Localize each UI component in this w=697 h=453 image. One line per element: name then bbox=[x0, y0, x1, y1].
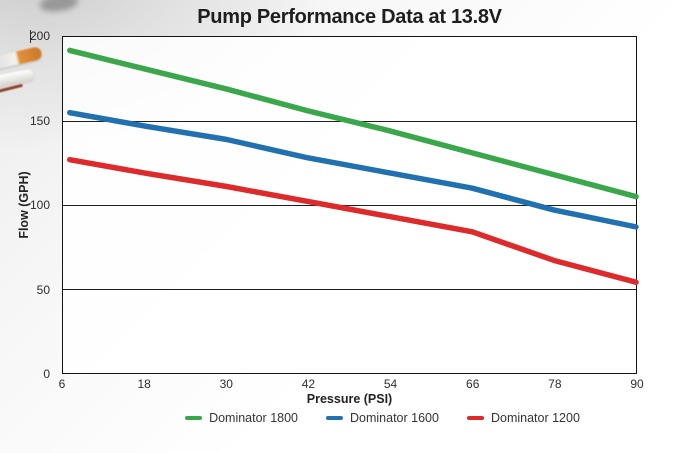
x-axis-tick-label: 42 bbox=[301, 377, 316, 391]
y-axis-tick-label: 200 bbox=[29, 29, 50, 43]
legend-item-dominator-1600: Dominator 1600 bbox=[326, 411, 439, 425]
x-axis-tick-label: 90 bbox=[630, 377, 644, 391]
legend-dash-icon bbox=[185, 415, 203, 421]
series-line-dominator-1600 bbox=[67, 109, 639, 230]
series-line-dominator-1800 bbox=[67, 47, 639, 200]
legend-label: Dominator 1800 bbox=[209, 411, 299, 425]
gridline-100 bbox=[63, 205, 636, 207]
x-axis-tick-label: 6 bbox=[58, 377, 66, 391]
legend: Dominator 1800 Dominator 1600 Dominator 12… bbox=[34, 411, 697, 425]
x-axis-tick-label: 54 bbox=[383, 377, 398, 391]
y-axis-title: Flow (GPH) bbox=[17, 171, 31, 239]
x-axis-tick-label: 66 bbox=[466, 377, 480, 391]
y-axis-tick-label: 0 bbox=[43, 367, 50, 381]
plot-area bbox=[62, 36, 639, 374]
legend-label: Dominator 1200 bbox=[490, 411, 580, 425]
legend-item-dominator-1800: Dominator 1800 bbox=[185, 411, 298, 425]
y-axis-tick-label: 100 bbox=[29, 198, 50, 212]
y-axis-labels: 200 150 100 50 0 bbox=[0, 29, 50, 381]
legend-label: Dominator 1600 bbox=[350, 411, 439, 425]
chart-title: Pump Performance Data at 13.8V bbox=[197, 6, 502, 28]
y-axis-top-tick bbox=[30, 30, 31, 43]
y-axis-tick-label: 150 bbox=[29, 113, 50, 128]
x-axis-tick-label: 78 bbox=[548, 377, 562, 391]
legend-dash-icon bbox=[466, 415, 484, 421]
legend-dash-icon bbox=[326, 415, 344, 421]
y-axis-tick-label: 50 bbox=[36, 282, 50, 297]
x-axis-tick-label: 30 bbox=[219, 377, 233, 391]
line-series-svg bbox=[67, 47, 639, 285]
series-line-dominator-1200 bbox=[67, 156, 639, 285]
legend-item-dominator-1200: Dominator 1200 bbox=[466, 411, 580, 425]
x-axis-labels: 6 18 30 42 54 66 78 90 bbox=[58, 377, 644, 393]
x-axis-title: Pressure (PSI) bbox=[306, 392, 393, 406]
x-axis-tick-label: 18 bbox=[137, 377, 151, 391]
gridline-50 bbox=[63, 289, 636, 291]
